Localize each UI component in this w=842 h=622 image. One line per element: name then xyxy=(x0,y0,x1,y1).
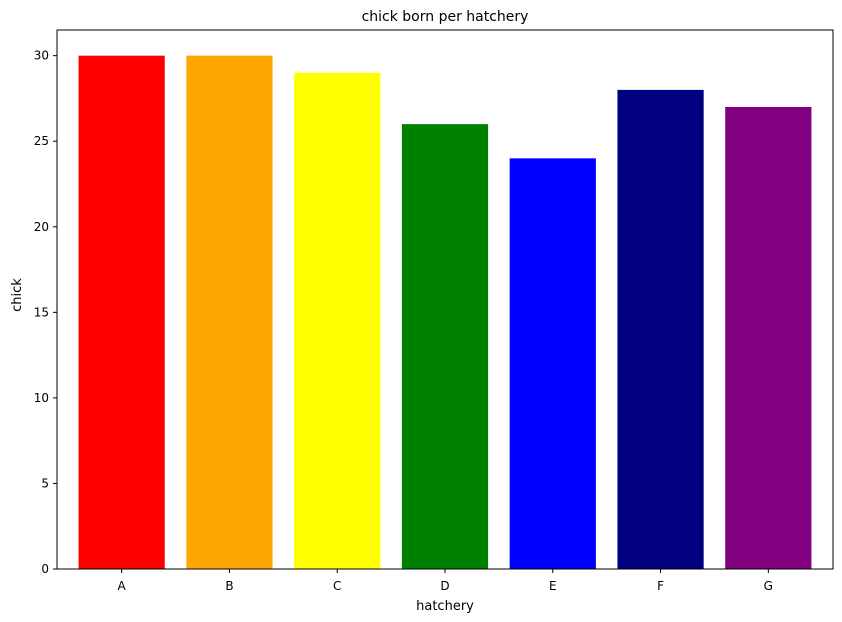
y-tick-label: 15 xyxy=(34,305,49,319)
y-axis-ticks: 0 5 10 15 20 25 30 xyxy=(34,49,57,576)
y-axis-label: chick xyxy=(10,278,25,312)
y-tick-label: 5 xyxy=(41,476,49,490)
x-tick-label: F xyxy=(657,579,664,593)
x-tick-label: G xyxy=(764,579,773,593)
x-tick-label: B xyxy=(225,579,233,593)
chart-title: chick born per hatchery xyxy=(362,9,529,25)
bar-E xyxy=(509,158,596,570)
bar-C xyxy=(294,72,381,570)
bar-F xyxy=(617,89,704,569)
x-tick-label: E xyxy=(549,579,557,593)
plot-frame xyxy=(56,29,834,570)
bar-A xyxy=(78,55,165,569)
x-tick-label: A xyxy=(118,579,127,593)
y-tick-label: 20 xyxy=(34,220,49,234)
y-tick-label: 0 xyxy=(41,562,49,576)
y-tick-label: 10 xyxy=(34,391,49,405)
x-axis-ticks: A B C D E F G xyxy=(118,569,773,593)
bars-group xyxy=(78,55,812,570)
y-tick-label: 25 xyxy=(34,134,49,148)
bar-B xyxy=(186,55,273,569)
x-tick-label: D xyxy=(440,579,449,593)
bar-D xyxy=(401,124,489,569)
y-tick-label: 30 xyxy=(34,49,49,63)
x-axis-label: hatchery xyxy=(416,599,474,614)
bar-G xyxy=(725,107,812,569)
x-tick-label: C xyxy=(333,579,341,593)
